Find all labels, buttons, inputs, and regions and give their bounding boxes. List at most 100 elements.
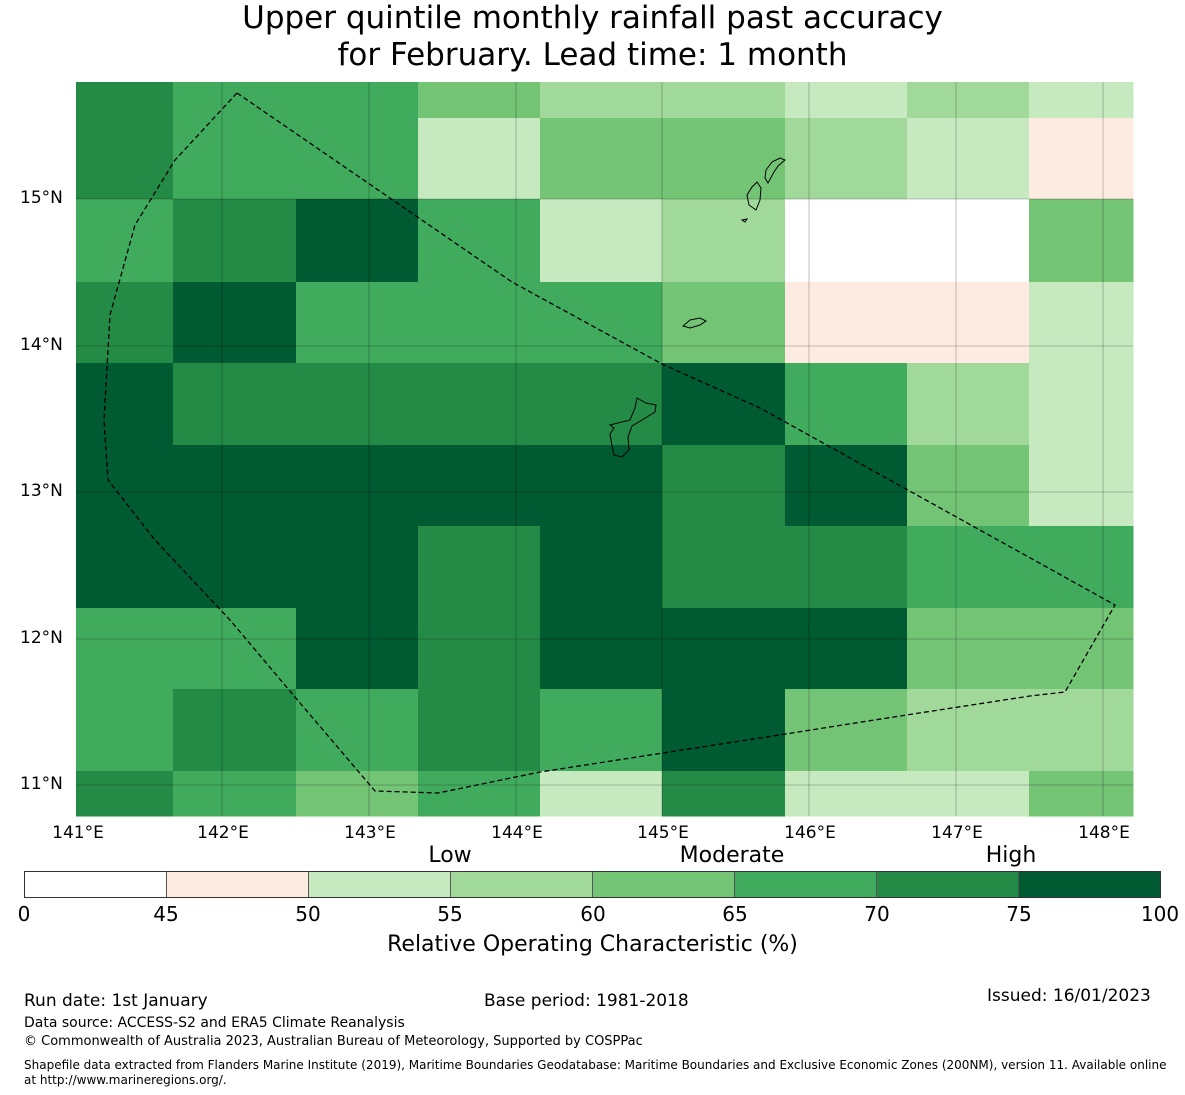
grid-cell-r6-c5 <box>662 526 786 609</box>
grid-cell-r2-c1 <box>173 199 297 283</box>
map-title-line-1: Upper quintile monthly rainfall past acc… <box>242 0 943 36</box>
grid-cell-r6-c6 <box>785 526 908 609</box>
tinian-island <box>746 181 762 211</box>
grid-cell-r9-c1 <box>173 771 297 817</box>
grid-cell-r6-c2 <box>296 526 419 609</box>
grid-cell-r7-c8 <box>1029 608 1134 690</box>
grid-cell-r1-c8 <box>1029 118 1134 200</box>
grid-cell-r8-c1 <box>173 689 297 772</box>
grid-cell-r8-c4 <box>540 689 663 772</box>
category-low: Low <box>428 843 472 868</box>
grid-cell-r5-c3 <box>418 445 541 527</box>
grid-cell-r8-c2 <box>296 689 419 772</box>
grid-cell-r1-c1 <box>173 118 297 200</box>
lat-label-12n: 12°N <box>20 628 63 648</box>
grid-cell-r7-c4 <box>540 608 663 690</box>
grid-cell-r5-c0 <box>76 445 174 527</box>
lon-label-146e: 146°E <box>784 823 836 843</box>
colorbar-tick: 60 <box>580 902 606 926</box>
lat-label-14n: 14°N <box>20 335 63 355</box>
lat-label-11n: 11°N <box>20 774 63 794</box>
grid-cell-r1-c6 <box>785 118 908 200</box>
grid-cell-r3-c5 <box>662 282 786 364</box>
colorbar <box>24 871 1161 898</box>
grid-cell-r8-c7 <box>907 689 1030 772</box>
base-period: Base period: 1981-2018 <box>484 991 689 1011</box>
colorbar-tick: 65 <box>722 902 748 926</box>
guam-island <box>608 397 657 458</box>
grid-cell-r0-c2 <box>296 82 419 119</box>
grid-cell-r9-c3 <box>418 771 541 817</box>
map-title-line-2: for February. Lead time: 1 month <box>337 37 848 73</box>
grid-cell-r4-c6 <box>785 363 908 446</box>
grid-cell-r9-c8 <box>1029 771 1134 817</box>
lat-label-13n: 13°N <box>20 481 63 501</box>
lon-label-144e: 144°E <box>491 823 543 843</box>
grid-cell-r0-c3 <box>418 82 541 119</box>
grid-cell-r5-c1 <box>173 445 297 527</box>
lon-label-148e: 148°E <box>1078 823 1130 843</box>
grid-cell-r3-c4 <box>540 282 663 364</box>
data-source: Data source: ACCESS-S2 and ERA5 Climate … <box>24 1015 405 1031</box>
grid-cell-r2-c4 <box>540 199 663 283</box>
grid-cell-r2-c6 <box>785 199 908 283</box>
lon-label-143e: 143°E <box>344 823 396 843</box>
grid-cell-r0-c7 <box>907 82 1030 119</box>
lon-label-142e: 142°E <box>197 823 249 843</box>
grid-cell-r1-c5 <box>662 118 786 200</box>
grid-cell-r4-c0 <box>76 363 174 446</box>
grid-cell-r8-c5 <box>662 689 786 772</box>
grid-cell-r6-c3 <box>418 526 541 609</box>
grid-cell-r3-c2 <box>296 282 419 364</box>
grid-cell-r4-c5 <box>662 363 786 446</box>
grid-cell-r0-c4 <box>540 82 663 119</box>
grid-cell-r2-c3 <box>418 199 541 283</box>
grid-cell-r3-c7 <box>907 282 1030 364</box>
saipan-island <box>764 157 786 185</box>
colorbar-segment <box>25 872 167 897</box>
grid-cell-r5-c2 <box>296 445 419 527</box>
grid-cell-r6-c0 <box>76 526 174 609</box>
grid-cell-r7-c6 <box>785 608 908 690</box>
grid-cell-r8-c8 <box>1029 689 1134 772</box>
run-date: Run date: 1st January <box>24 991 208 1011</box>
grid-cell-r1-c3 <box>418 118 541 200</box>
grid-cell-r2-c2 <box>296 199 419 283</box>
grid-cell-r3-c3 <box>418 282 541 364</box>
grid-cell-r8-c0 <box>76 689 174 772</box>
grid-cell-r8-c6 <box>785 689 908 772</box>
grid-cell-r6-c1 <box>173 526 297 609</box>
grid-cell-r9-c2 <box>296 771 419 817</box>
lon-label-145e: 145°E <box>637 823 689 843</box>
grid-cell-r5-c7 <box>907 445 1030 527</box>
grid-cell-r4-c1 <box>173 363 297 446</box>
aguijan-island <box>740 218 749 223</box>
eez-boundary <box>103 92 1116 794</box>
colorbar-tick: 100 <box>1140 902 1180 926</box>
rota-island <box>681 317 707 329</box>
colorbar-segment <box>735 872 877 897</box>
colorbar-label: Relative Operating Characteristic (%) <box>387 932 798 957</box>
grid-cell-r2-c0 <box>76 199 174 283</box>
lon-label-141e: 141°E <box>52 823 104 843</box>
grid-cell-r5-c6 <box>785 445 908 527</box>
grid-cell-r9-c6 <box>785 771 908 817</box>
colorbar-tick: 55 <box>437 902 463 926</box>
grid-cell-r0-c0 <box>76 82 174 119</box>
grid-cell-r7-c1 <box>173 608 297 690</box>
rainfall-accuracy-map <box>76 82 1134 817</box>
grid-cell-r7-c7 <box>907 608 1030 690</box>
colorbar-segment <box>167 872 309 897</box>
grid-cell-r1-c4 <box>540 118 663 200</box>
grid-cell-r5-c8 <box>1029 445 1134 527</box>
grid-cell-r5-c5 <box>662 445 786 527</box>
grid-cell-r7-c2 <box>296 608 419 690</box>
colorbar-segment <box>451 872 593 897</box>
grid-cell-r9-c7 <box>907 771 1030 817</box>
grid-cell-r7-c3 <box>418 608 541 690</box>
grid-cell-r2-c7 <box>907 199 1030 283</box>
graticule <box>76 82 1133 816</box>
grid-cell-r1-c7 <box>907 118 1030 200</box>
grid-cell-r0-c6 <box>785 82 908 119</box>
grid-cell-r8-c3 <box>418 689 541 772</box>
